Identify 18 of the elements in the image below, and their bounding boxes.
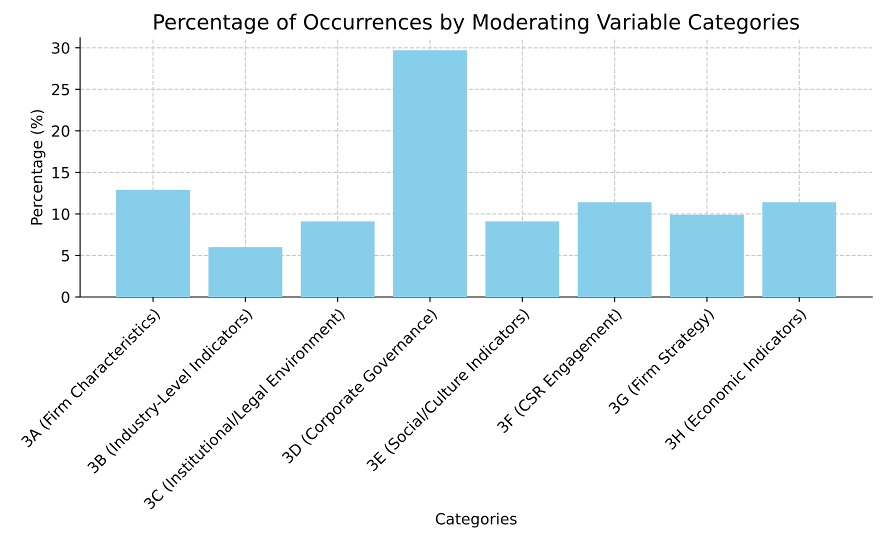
- bar: [300, 221, 375, 297]
- bar: [485, 221, 560, 297]
- y-tick-label: 20: [52, 125, 70, 137]
- bar: [393, 50, 467, 297]
- bar: [670, 214, 744, 297]
- chart-title: Percentage of Occurrences by Moderating Variable Categories: [154, 14, 799, 34]
- y-tick-label: 30: [52, 42, 70, 54]
- x-axis-title: Categories: [436, 512, 517, 528]
- bar: [762, 202, 836, 297]
- y-axis-title: Percentage (%): [30, 110, 46, 225]
- bar: [208, 247, 282, 297]
- y-tick-label: 10: [52, 208, 70, 220]
- bar: [116, 190, 190, 297]
- y-tick-label: 25: [52, 84, 70, 96]
- y-tick-label: 5: [62, 250, 70, 262]
- bar: [578, 202, 652, 297]
- y-tick-label: 15: [52, 167, 70, 178]
- y-tick-label: 0: [62, 291, 70, 304]
